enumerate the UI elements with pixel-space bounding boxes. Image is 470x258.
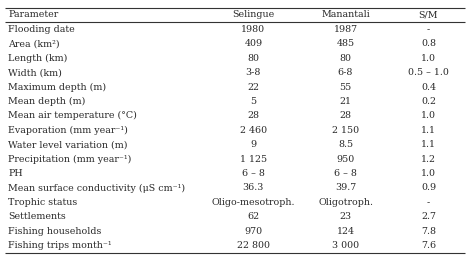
Text: 2 460: 2 460 bbox=[240, 126, 267, 135]
Text: Maximum depth (m): Maximum depth (m) bbox=[8, 83, 107, 92]
Text: 3-8: 3-8 bbox=[246, 68, 261, 77]
Text: 28: 28 bbox=[247, 111, 259, 120]
Text: 23: 23 bbox=[339, 212, 352, 221]
Text: 409: 409 bbox=[244, 39, 262, 48]
Text: Water level variation (m): Water level variation (m) bbox=[8, 140, 128, 149]
Text: Fishing households: Fishing households bbox=[8, 227, 102, 236]
Text: Flooding date: Flooding date bbox=[8, 25, 75, 34]
Text: 1.1: 1.1 bbox=[421, 126, 436, 135]
Text: 6 – 8: 6 – 8 bbox=[334, 169, 357, 178]
Text: Trophic status: Trophic status bbox=[8, 198, 78, 207]
Text: Area (km²): Area (km²) bbox=[8, 39, 60, 48]
Text: Mean air temperature (°C): Mean air temperature (°C) bbox=[8, 111, 137, 120]
Text: Precipitation (mm year⁻¹): Precipitation (mm year⁻¹) bbox=[8, 155, 132, 164]
Text: 9: 9 bbox=[251, 140, 257, 149]
Text: 21: 21 bbox=[339, 97, 352, 106]
Text: 22: 22 bbox=[247, 83, 259, 92]
Text: PH: PH bbox=[8, 169, 23, 178]
Text: 36.3: 36.3 bbox=[243, 183, 264, 192]
Text: 1.1: 1.1 bbox=[421, 140, 436, 149]
Text: 485: 485 bbox=[337, 39, 354, 48]
Text: 55: 55 bbox=[339, 83, 352, 92]
Text: 8.5: 8.5 bbox=[338, 140, 353, 149]
Text: 2 150: 2 150 bbox=[332, 126, 359, 135]
Text: -: - bbox=[427, 198, 430, 207]
Text: Manantali: Manantali bbox=[321, 10, 370, 19]
Text: 0.5 – 1.0: 0.5 – 1.0 bbox=[408, 68, 449, 77]
Text: 80: 80 bbox=[339, 54, 352, 63]
Text: 0.2: 0.2 bbox=[421, 97, 436, 106]
Text: 1.0: 1.0 bbox=[421, 169, 436, 178]
Text: 5: 5 bbox=[251, 97, 257, 106]
Text: 0.8: 0.8 bbox=[421, 39, 436, 48]
Text: 950: 950 bbox=[337, 155, 355, 164]
Text: 970: 970 bbox=[244, 227, 262, 236]
Text: Oligotroph.: Oligotroph. bbox=[318, 198, 373, 207]
Text: Settlements: Settlements bbox=[8, 212, 66, 221]
Text: Length (km): Length (km) bbox=[8, 54, 68, 63]
Text: 7.8: 7.8 bbox=[421, 227, 436, 236]
Text: Evaporation (mm year⁻¹): Evaporation (mm year⁻¹) bbox=[8, 126, 128, 135]
Text: 80: 80 bbox=[247, 54, 259, 63]
Text: 6-8: 6-8 bbox=[338, 68, 353, 77]
Text: 28: 28 bbox=[339, 111, 352, 120]
Text: 1980: 1980 bbox=[242, 25, 266, 34]
Text: Selingue: Selingue bbox=[232, 10, 274, 19]
Text: Fishing trips month⁻¹: Fishing trips month⁻¹ bbox=[8, 241, 112, 250]
Text: 62: 62 bbox=[247, 212, 259, 221]
Text: 1987: 1987 bbox=[334, 25, 358, 34]
Text: 1.2: 1.2 bbox=[421, 155, 436, 164]
Text: 6 – 8: 6 – 8 bbox=[242, 169, 265, 178]
Text: Oligo-mesotroph.: Oligo-mesotroph. bbox=[212, 198, 295, 207]
Text: 1.0: 1.0 bbox=[421, 111, 436, 120]
Text: 2.7: 2.7 bbox=[421, 212, 436, 221]
Text: 3 000: 3 000 bbox=[332, 241, 359, 250]
Text: Mean surface conductivity (μS cm⁻¹): Mean surface conductivity (μS cm⁻¹) bbox=[8, 183, 186, 192]
Text: 124: 124 bbox=[337, 227, 354, 236]
Text: 7.6: 7.6 bbox=[421, 241, 436, 250]
Text: Width (km): Width (km) bbox=[8, 68, 63, 77]
Text: 1.0: 1.0 bbox=[421, 54, 436, 63]
Text: Parameter: Parameter bbox=[8, 10, 59, 19]
Text: 1 125: 1 125 bbox=[240, 155, 267, 164]
Text: 0.4: 0.4 bbox=[421, 83, 436, 92]
Text: 0.9: 0.9 bbox=[421, 183, 436, 192]
Text: 39.7: 39.7 bbox=[335, 183, 356, 192]
Text: S/M: S/M bbox=[419, 10, 438, 19]
Text: Mean depth (m): Mean depth (m) bbox=[8, 97, 86, 106]
Text: -: - bbox=[427, 25, 430, 34]
Text: 22 800: 22 800 bbox=[237, 241, 270, 250]
